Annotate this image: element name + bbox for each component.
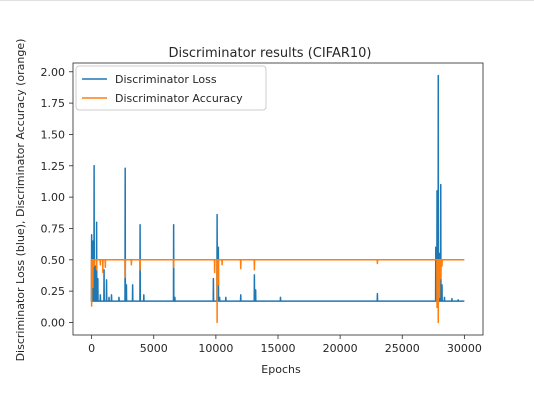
top-divider [0,0,534,1]
x-tick-label: 10000 [198,342,233,355]
series-line-discriminator-accuracy [90,259,465,324]
series-line-discriminator-loss [90,74,465,302]
y-tick-label: 0.25 [41,285,66,298]
legend-label-discriminator-loss: Discriminator Loss [115,73,217,86]
y-tick-label: 1.75 [41,97,66,110]
x-tick-label: 20000 [323,342,358,355]
y-axis-label: Discriminator Loss (blue), Discriminator… [14,39,27,362]
y-tick-label: 2.00 [41,66,66,79]
y-tick-label: 1.25 [41,160,66,173]
legend-frame [75,65,267,111]
y-tick-label: 0.50 [41,254,66,267]
series-layer [90,74,465,324]
y-tick-label: 1.50 [41,128,66,141]
y-tick-label: 0.75 [41,222,66,235]
legend-label-discriminator-accuracy: Discriminator Accuracy [115,92,243,105]
y-tick-label: 1.00 [41,191,66,204]
y-tick-label: 0.00 [41,316,66,329]
x-tick-label: 5000 [140,342,168,355]
axes-layer: 0 5000 10000 15000 20000 25000 30000 0.00 0.25 0.… [41,62,484,355]
x-tick-label: 25000 [385,342,420,355]
x-axis-label: Epochs [261,363,301,376]
x-tick-label: 0 [88,342,95,355]
chart-title: Discriminator results (CIFAR10) [169,46,372,61]
legend: Discriminator Loss Discriminator Accurac… [75,65,267,111]
x-tick-label: 15000 [261,342,296,355]
x-tick-label: 30000 [447,342,482,355]
